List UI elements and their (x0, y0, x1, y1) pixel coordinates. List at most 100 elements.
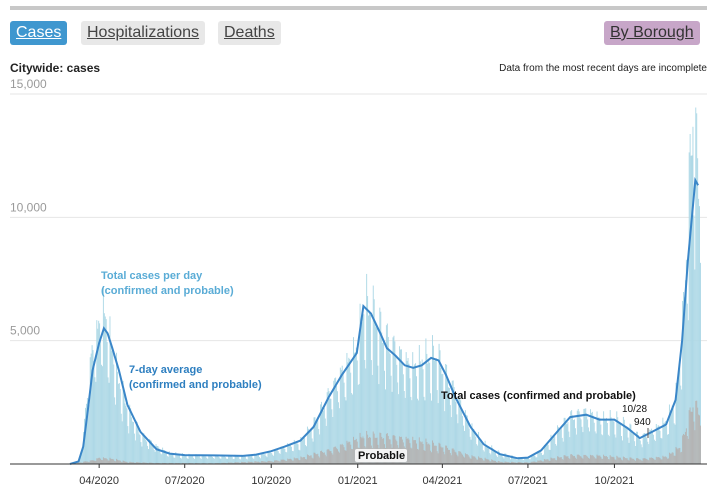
total-cases-bar (401, 361, 403, 464)
total-cases-bar (259, 458, 261, 464)
total-cases-bar (428, 358, 430, 464)
probable-bar (677, 449, 679, 464)
probable-bar (511, 461, 512, 464)
total-cases-bar (673, 423, 675, 464)
total-cases-bar (326, 392, 328, 464)
probable-bar (310, 455, 312, 464)
probable-bar (223, 462, 225, 464)
probable-bar (617, 456, 619, 464)
probable-bar (456, 454, 458, 464)
probable-bar (95, 460, 97, 464)
probable-bar (448, 449, 450, 464)
total-cases-bar (542, 454, 544, 464)
probable-bar (680, 452, 682, 464)
total-cases-bar (120, 413, 122, 464)
total-cases-bar (468, 428, 470, 464)
probable-bar (429, 444, 431, 464)
total-cases-bar (225, 457, 227, 464)
total-cases-bar (378, 384, 380, 464)
total-cases-bar (333, 380, 335, 464)
total-cases-bar (155, 444, 157, 464)
probable-bar (298, 460, 300, 464)
gridlines (10, 93, 707, 342)
total-cases-bar (259, 457, 260, 464)
total-cases-bar (442, 373, 444, 464)
total-cases-bar (314, 417, 316, 464)
total-cases-bar (521, 458, 523, 464)
total-cases-bar (226, 458, 228, 464)
total-cases-bar (517, 457, 519, 464)
total-cases-bar (465, 414, 467, 464)
total-cases-bar (585, 408, 587, 464)
probable-bar (412, 436, 414, 464)
total-cases-bar (374, 323, 376, 464)
probable-bar (102, 457, 104, 464)
tab-deaths[interactable]: Deaths (218, 21, 281, 45)
probable-bar (265, 461, 267, 464)
probable-bar (79, 462, 81, 464)
total-cases-bar (683, 292, 685, 464)
probable-bar (520, 462, 522, 464)
total-cases-bar (655, 423, 657, 464)
total-cases-bar (298, 449, 300, 464)
probable-bar (424, 450, 426, 464)
tab-hospitalizations[interactable]: Hospitalizations (81, 21, 206, 45)
total-cases-bar (388, 352, 390, 464)
probable-bar (672, 452, 674, 464)
total-cases-bar (630, 424, 632, 464)
probable-bar (678, 448, 680, 464)
total-cases-bar (558, 431, 560, 464)
total-cases-bar (185, 455, 187, 464)
total-cases-bar (438, 343, 440, 464)
probable-bar (115, 461, 117, 464)
total-cases-bar (451, 380, 453, 464)
probable-bar (455, 452, 457, 464)
total-cases-annotation: Total cases (confirmed and probable) (441, 390, 636, 402)
probable-bar (287, 458, 289, 464)
total-cases-bar (700, 262, 701, 464)
probable-bar (279, 461, 281, 464)
probable-bar (558, 457, 560, 464)
probable-bar (526, 462, 528, 464)
total-cases-bar (310, 429, 312, 464)
probable-bar (609, 455, 611, 464)
total-cases-bar (150, 440, 152, 464)
total-cases-bar (195, 454, 196, 464)
probable-bar (442, 447, 444, 464)
probable-bar (320, 451, 322, 464)
probable-bar (692, 407, 694, 464)
total-cases-bar (513, 457, 515, 464)
total-cases-bar (560, 428, 562, 464)
probable-bar (221, 462, 223, 464)
probable-bar (244, 462, 246, 464)
total-cases-bar (188, 453, 190, 464)
probable-bar (605, 456, 606, 464)
probable-bar (243, 462, 244, 464)
tab-cases[interactable]: Cases (10, 21, 68, 45)
probable-bar (515, 462, 517, 464)
total-cases-bar (373, 299, 375, 464)
total-cases-bar (209, 454, 211, 464)
total-cases-bar (614, 434, 616, 464)
probable-bar (446, 445, 448, 464)
total-cases-bar (522, 459, 524, 464)
total-cases-bar (101, 364, 102, 464)
probable-bar (528, 462, 530, 464)
total-cases-bar (136, 422, 138, 464)
total-cases-bar (491, 445, 493, 464)
probable-bar (526, 462, 527, 464)
total-cases-bar (135, 420, 137, 464)
probable-bar (525, 462, 527, 464)
total-cases-bar (415, 363, 417, 464)
probable-bar (246, 462, 248, 464)
total-cases-bar (479, 437, 480, 464)
probable-bar (556, 460, 558, 464)
probable-bar (415, 440, 417, 464)
probable-bar (645, 458, 647, 464)
total-cases-bar (408, 363, 410, 464)
by-borough-button[interactable]: By Borough (604, 21, 700, 45)
probable-bar (518, 462, 520, 464)
probable-bar (318, 456, 320, 464)
total-cases-bar (605, 417, 607, 464)
total-cases-bar (686, 303, 688, 464)
